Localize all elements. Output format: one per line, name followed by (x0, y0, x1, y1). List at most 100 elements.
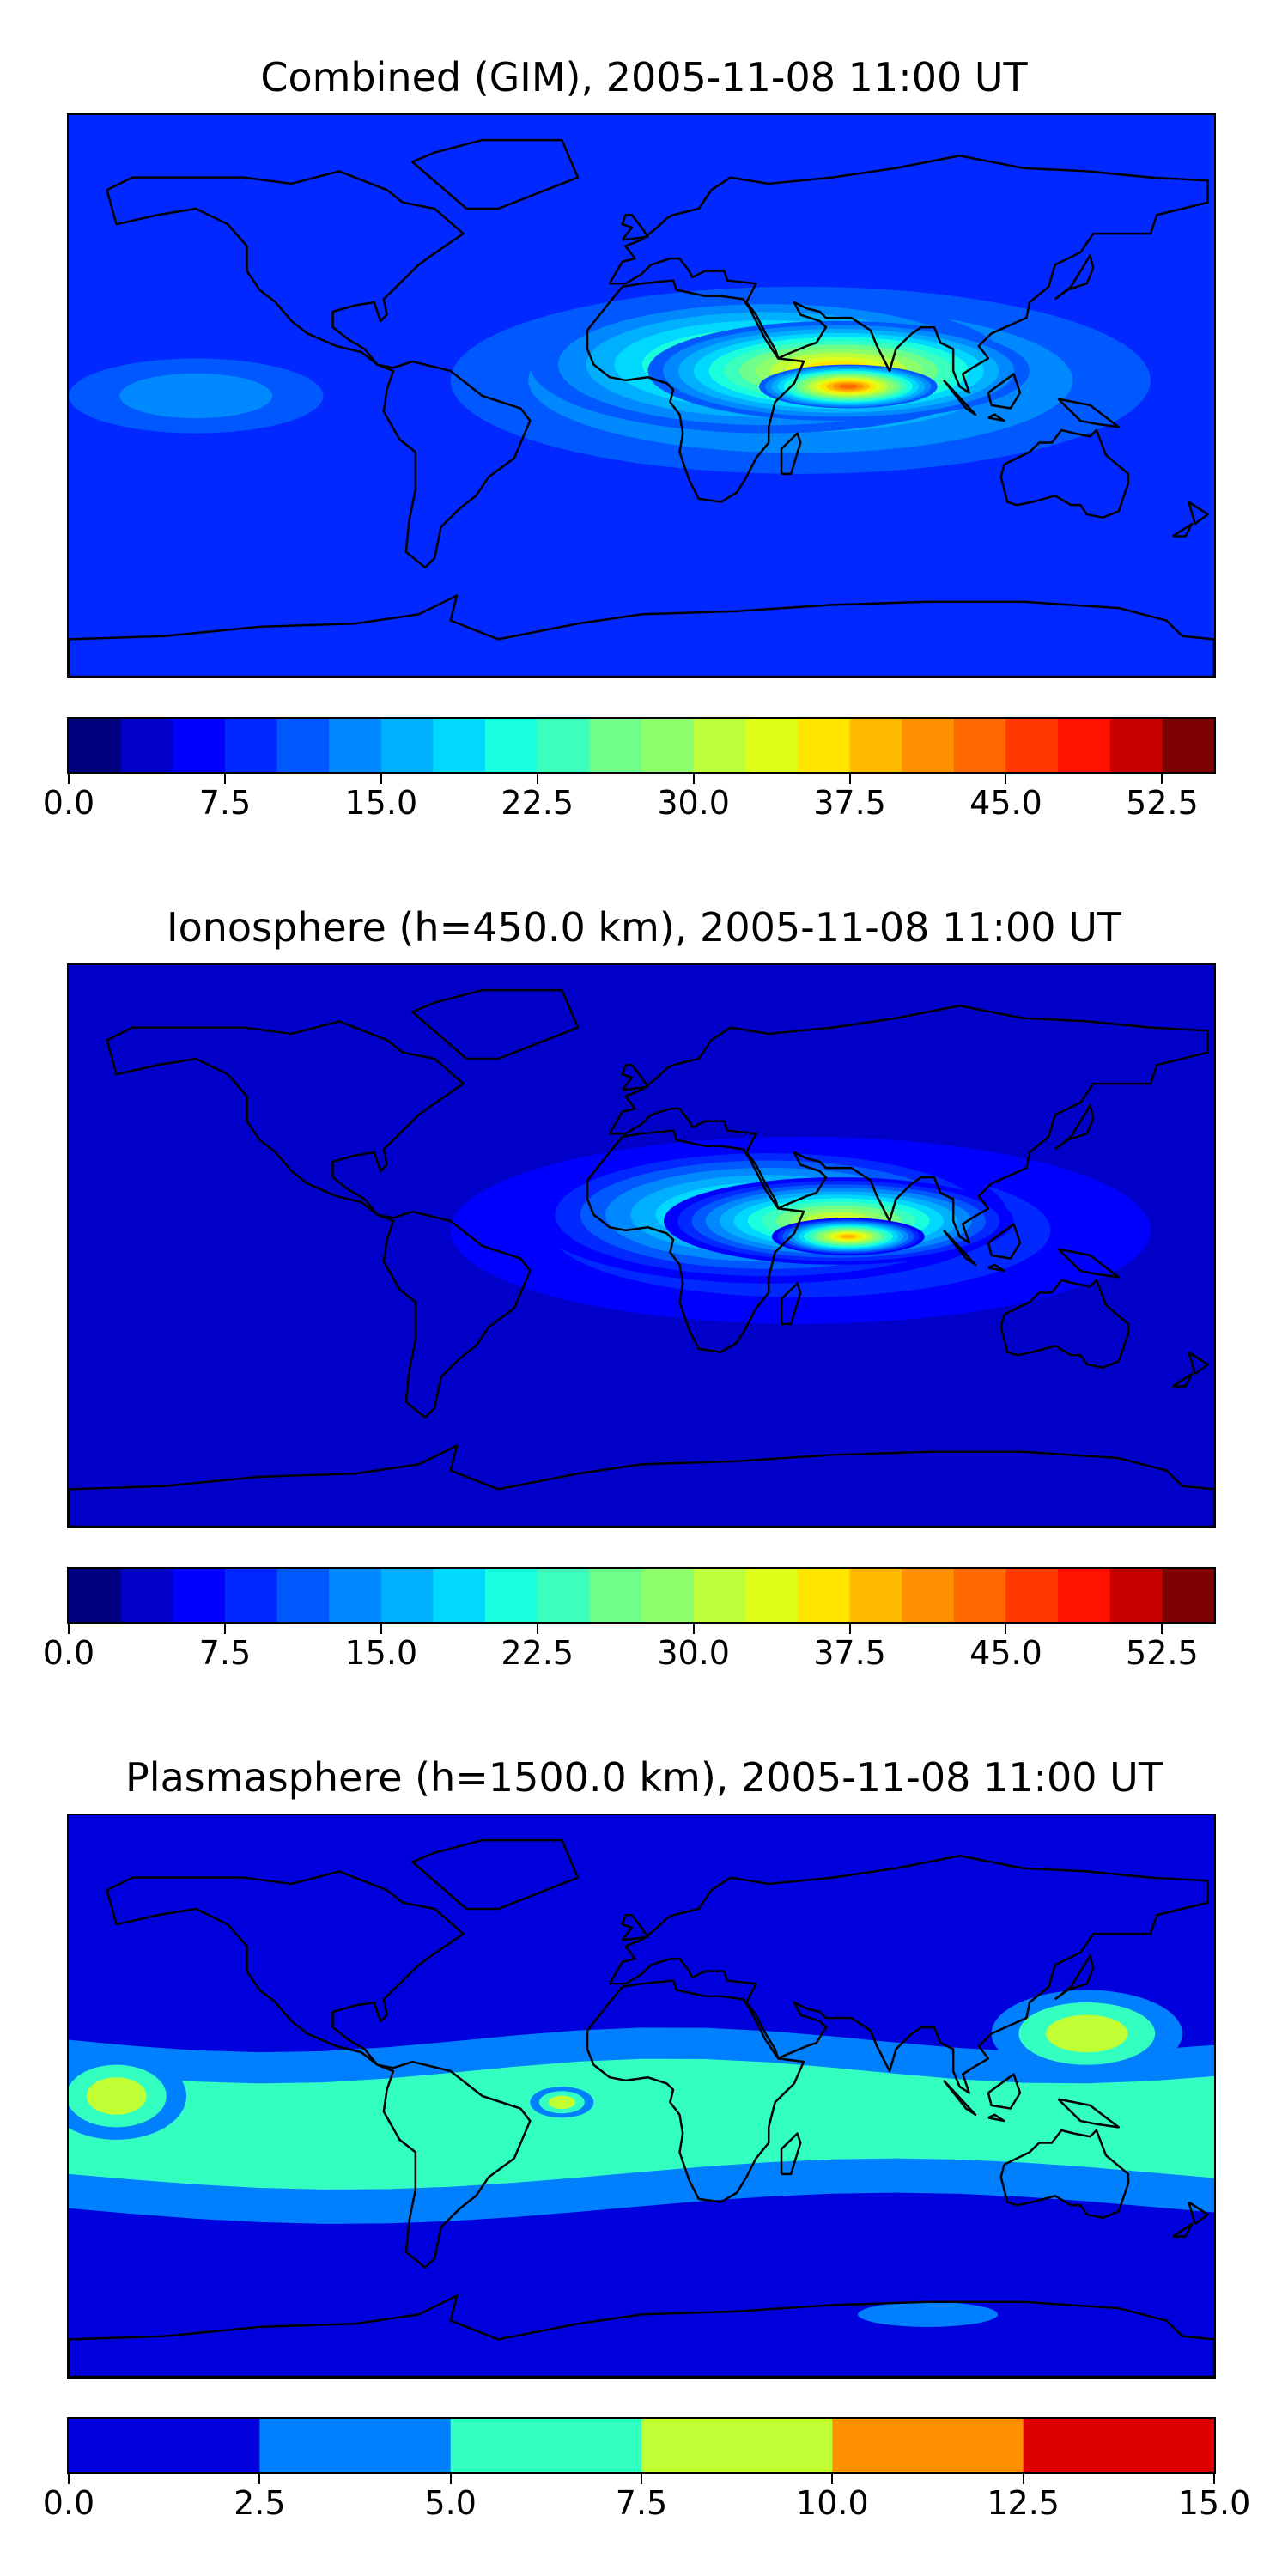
colorbar-tick-label: 22.5 (501, 1634, 574, 1672)
panel-title-combined: Combined (GIM), 2005-11-08 11:00 UT (260, 54, 1028, 100)
panel-title-plasmasphere: Plasmasphere (h=1500.0 km), 2005-11-08 1… (125, 1754, 1163, 1801)
colorbar-swatch-15 (849, 1569, 902, 1622)
coastline-4 (781, 1284, 800, 1324)
colorbar-swatch-21 (1162, 1569, 1214, 1622)
colorbar-swatch-11 (641, 1569, 695, 1622)
coastline-2 (610, 1856, 1208, 2093)
colorbar-tick (692, 774, 695, 784)
field-feature-4-level-13 (839, 384, 858, 389)
colorbar-swatch-20 (1109, 719, 1163, 772)
colorbar-plasmasphere (67, 2417, 1216, 2474)
colorbar-swatch-10 (589, 1569, 642, 1622)
coastline-10 (988, 374, 1020, 409)
field-band-1 (69, 2058, 1214, 2190)
coastline-14 (69, 2296, 1214, 2377)
coastline-9 (988, 1265, 1005, 1271)
coastline-10 (988, 2075, 1020, 2109)
coastline-4 (781, 434, 800, 474)
colorbar-swatch-4 (276, 719, 330, 772)
colorbar-tick (380, 1624, 382, 1634)
coastline-2 (610, 155, 1208, 392)
colorbar-swatch-5 (329, 1569, 382, 1622)
coastline-0 (106, 1021, 530, 1417)
colorbar-tick-label: 2.5 (234, 2484, 286, 2522)
colorbar-tick-label: 30.0 (657, 1634, 730, 1672)
coastline-5 (1001, 430, 1128, 518)
colorbar-swatch-6 (380, 719, 434, 772)
colorbar-swatch-14 (797, 1569, 851, 1622)
panel-title-ionosphere: Ionosphere (h=450.0 km), 2005-11-08 11:0… (167, 904, 1121, 951)
colorbar-tick (1213, 2474, 1215, 2484)
coastline-3 (587, 1131, 804, 1352)
colorbar-tick-label: 0.0 (42, 784, 95, 822)
colorbar-swatch-20 (1109, 1569, 1163, 1622)
colorbar-tick-label: 5.0 (424, 2484, 477, 2522)
coastline-8 (944, 380, 975, 415)
colorbar-tick-label: 7.5 (198, 1634, 252, 1672)
coastline-0 (106, 171, 530, 567)
colorbar-swatch-2 (173, 1569, 226, 1622)
colorbar-swatch-15 (849, 719, 902, 772)
colorbar-swatch-16 (902, 1569, 955, 1622)
colorbar-swatch-9 (537, 719, 590, 772)
colorbar-combined (67, 717, 1216, 774)
colorbar-tick (380, 774, 382, 784)
colorbar-tick (1022, 2474, 1024, 2484)
colorbar-swatch-3 (641, 2419, 833, 2472)
coastline-2 (610, 1005, 1208, 1242)
colorbar-swatch-18 (1005, 719, 1059, 772)
colorbar-tick-label: 15.0 (344, 784, 418, 822)
coastline-10 (988, 1224, 1020, 1259)
coastline-13 (1173, 524, 1192, 537)
colorbar-tick (223, 774, 226, 784)
colorbar-swatch-16 (902, 719, 955, 772)
coastline-7 (1055, 1106, 1093, 1150)
colorbar-swatch-4 (832, 2419, 1024, 2472)
colorbar-tick (641, 2474, 642, 2484)
heatmap-combined (69, 115, 1214, 677)
field-feature-0-level-0 (857, 2301, 999, 2327)
colorbar-swatches-plasmasphere (69, 2419, 1214, 2472)
colorbar-swatch-0 (69, 2419, 260, 2472)
coastline-9 (988, 2115, 1005, 2121)
coastline-3 (587, 1981, 804, 2202)
coastline-9 (988, 415, 1005, 421)
field-feature-0-level-1 (119, 373, 273, 419)
colorbar-tick (1005, 1624, 1007, 1634)
coastline-13 (1173, 2224, 1192, 2237)
colorbar-tick (1161, 774, 1163, 784)
colorbar-swatches-combined (69, 719, 1214, 772)
colorbar-tick-label: 12.5 (987, 2484, 1060, 2522)
colorbar-swatch-9 (537, 1569, 590, 1622)
colorbar-tick-label: 7.5 (198, 784, 252, 822)
coastline-7 (1055, 1956, 1093, 2000)
coastline-6 (623, 1065, 648, 1090)
colorbar-tick (848, 1624, 851, 1634)
colorbar-swatch-7 (433, 719, 486, 772)
colorbar-swatch-1 (120, 719, 173, 772)
colorbar-swatch-1 (120, 1569, 173, 1622)
colorbar-tick (536, 774, 538, 784)
colorbar-tick (68, 1624, 70, 1634)
colorbar-swatch-11 (641, 719, 695, 772)
coastline-6 (623, 1915, 648, 1940)
colorbar-tick (1161, 1624, 1163, 1634)
coastline-1 (412, 990, 578, 1059)
colorbar-swatch-17 (953, 719, 1006, 772)
colorbar-tick (536, 1624, 538, 1634)
colorbar-swatch-12 (693, 719, 746, 772)
colorbar-swatch-21 (1162, 719, 1214, 772)
coastline-4 (781, 2134, 800, 2174)
colorbar-swatch-5 (1023, 2419, 1214, 2472)
coastline-11 (1058, 1249, 1118, 1278)
coastline-1 (412, 140, 578, 209)
field-feature-2-level-2 (1046, 2014, 1128, 2053)
colorbar-swatch-12 (693, 1569, 746, 1622)
colorbar-swatch-18 (1005, 1569, 1059, 1622)
colorbar-swatch-8 (485, 719, 538, 772)
coastline-11 (1058, 2099, 1118, 2128)
coastline-7 (1055, 256, 1093, 300)
coastline-14 (69, 1446, 1214, 1527)
colorbar-swatch-14 (797, 719, 851, 772)
map-plasmasphere (67, 1814, 1216, 2379)
